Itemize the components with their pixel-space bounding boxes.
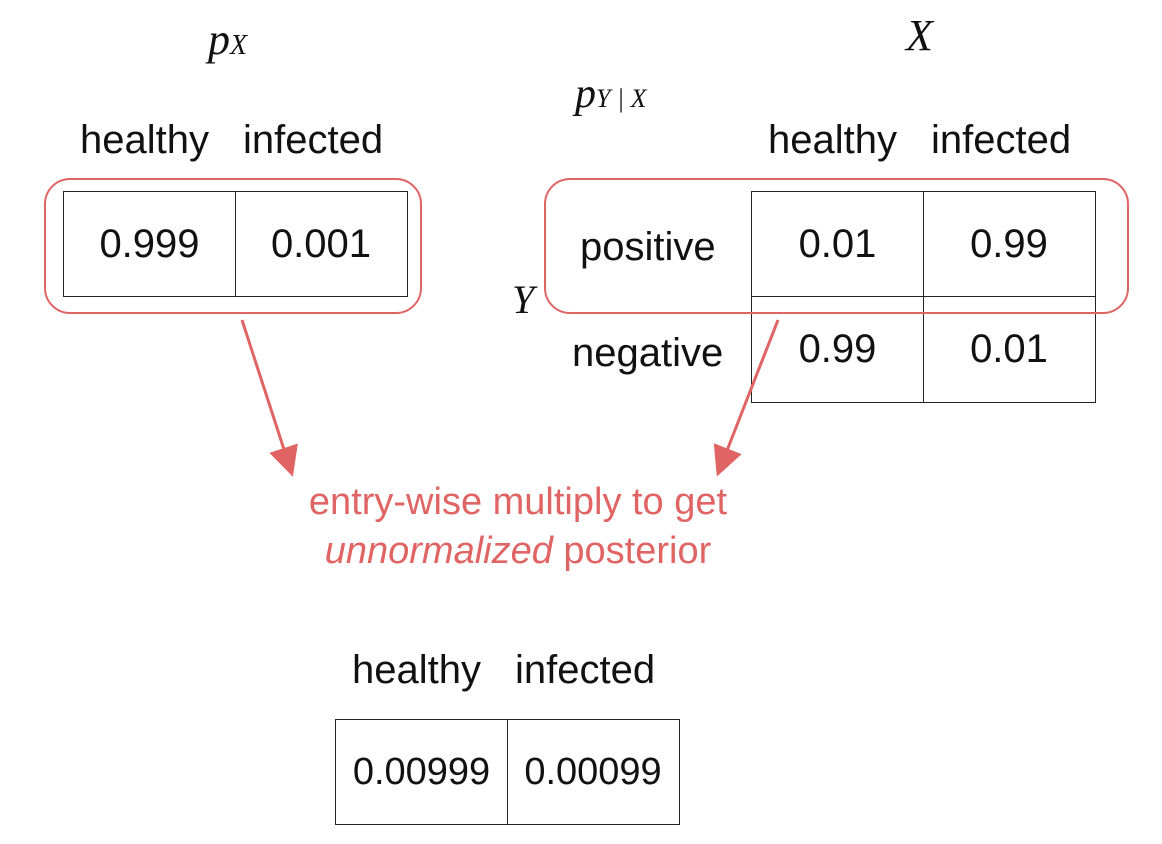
likelihood-cell-negative-infected: 0.01	[922, 295, 1096, 403]
prior-header-healthy: healthy	[80, 118, 209, 162]
arrow-from-prior	[240, 319, 298, 477]
annotation-line1: entry-wise multiply to get	[308, 481, 728, 523]
prior-title-sub: X	[230, 30, 248, 61]
arrow-from-likelihood	[713, 319, 780, 477]
annotation-line2: unnormalized posterior	[268, 527, 768, 576]
likelihood-row-label-negative: negative	[572, 331, 724, 375]
multiply-annotation: entry-wise multiply to get unnormalized …	[268, 478, 768, 577]
likelihood-row-label-positive: positive	[580, 225, 716, 269]
prior-title: pX	[208, 14, 247, 65]
prior-title-base: p	[208, 15, 230, 64]
likelihood-row-var: Y	[512, 277, 535, 322]
likelihood-header-infected: infected	[931, 118, 1072, 162]
prior-highlight-box	[44, 178, 422, 314]
prior-cell-healthy: 0.999	[63, 191, 236, 297]
posterior-header-infected: infected	[515, 648, 656, 692]
annotation-emphasis: unnormalized	[324, 530, 553, 573]
likelihood-cell-positive-infected: 0.99	[922, 191, 1096, 297]
likelihood-title: pY | X	[575, 70, 647, 118]
likelihood-col-var: X	[906, 11, 933, 60]
prior-cell-infected: 0.001	[234, 191, 408, 297]
likelihood-cell-positive-healthy: 0.01	[751, 191, 924, 297]
likelihood-title-base: p	[575, 71, 596, 117]
posterior-cell-infected: 0.00099	[506, 719, 680, 825]
likelihood-positive-highlight-box	[544, 178, 1129, 314]
annotation-rest: posterior	[552, 530, 712, 573]
likelihood-title-sub: Y | X	[596, 84, 647, 113]
likelihood-cell-negative-healthy: 0.99	[751, 295, 924, 403]
prior-header-infected: infected	[243, 118, 384, 162]
likelihood-header-healthy: healthy	[768, 118, 897, 162]
posterior-cell-healthy: 0.00999	[335, 719, 508, 825]
posterior-header-healthy: healthy	[352, 648, 481, 692]
